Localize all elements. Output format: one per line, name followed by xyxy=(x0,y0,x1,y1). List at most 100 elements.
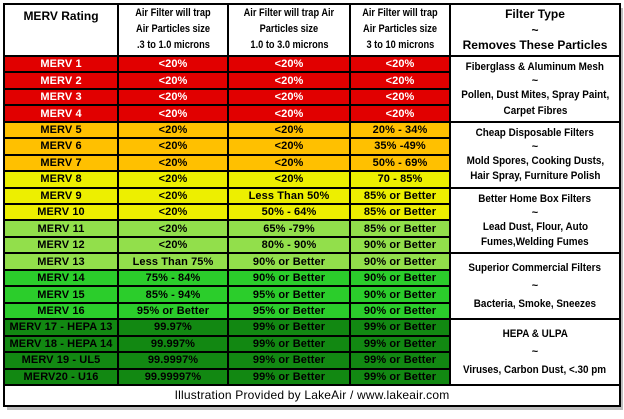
trap-3-10-value: 90% or Better xyxy=(351,270,449,286)
filter-type-group: Fiberglass & Aluminum Mesh ~ Pollen, Dust … xyxy=(451,57,619,121)
header-line: Air Filter will trap Air xyxy=(243,7,335,19)
merv-rating-cell: MERV 6 xyxy=(5,139,117,154)
trap-03-10-value: <20% xyxy=(119,57,227,72)
header-line: Filter Type xyxy=(505,7,565,21)
trap-3-10-value: 90% or Better xyxy=(351,254,449,269)
merv-rating-cell: MERV 18 - HEPA 14 xyxy=(5,336,117,352)
header-trap-03-10-microns: Air Filter will trap Air Particles size … xyxy=(119,5,227,55)
filter-type-name: Cheap Disposable Filters xyxy=(475,126,595,139)
trap-10-30-value: 65% -79% xyxy=(229,221,349,236)
merv-rating-cell: MERV 12 xyxy=(5,237,117,253)
trap-03-10-value: 95% or Better xyxy=(119,303,227,319)
tilde-separator: ~ xyxy=(531,206,539,219)
trap-3-10-value: <20% xyxy=(351,73,449,88)
filter-type-name: Superior Commercial Filters xyxy=(468,262,602,275)
trap-10-30-value: 99% or Better xyxy=(229,369,349,384)
trap-3-10-value: 99% or Better xyxy=(351,336,449,352)
trap-3-10-value: 70 - 85% xyxy=(351,172,449,187)
trap-03-10-value: 99.9997% xyxy=(119,353,227,368)
trap-10-30-value: <20% xyxy=(229,106,349,121)
trap-03-10-value: <20% xyxy=(119,237,227,253)
trap-03-10-value: 75% - 84% xyxy=(119,270,227,286)
credit-text: Illustration Provided by LakeAir / www.l… xyxy=(5,385,619,405)
trap-03-10-value: <20% xyxy=(119,221,227,236)
merv-rating-cell: MERV 8 xyxy=(5,172,117,187)
trap-3-10-value: 90% or Better xyxy=(351,287,449,302)
trap-03-10-value: 99.997% xyxy=(119,336,227,352)
trap-10-30-value: <20% xyxy=(229,73,349,88)
header-line: .3 to 1.0 microns xyxy=(136,39,210,51)
merv-rating-cell: MERV 13 xyxy=(5,254,117,269)
trap-3-10-value: <20% xyxy=(351,57,449,72)
trap-3-10-value: 50% - 69% xyxy=(351,155,449,171)
removed-particles-line: Carpet Fibres xyxy=(503,104,567,117)
header-line: MERV Rating xyxy=(23,9,99,23)
trap-03-10-value: <20% xyxy=(119,73,227,88)
merv-rating-cell: MERV 14 xyxy=(5,270,117,286)
trap-3-10-value: 85% or Better xyxy=(351,205,449,220)
removed-particles-line: Viruses, Carbon Dust, <.30 pm xyxy=(463,364,607,376)
header-line: Removes These Particles xyxy=(462,38,608,52)
removed-particles-line: Bacteria, Smoke, Sneezes xyxy=(473,298,597,311)
trap-03-10-value: 85% - 94% xyxy=(119,287,227,302)
trap-10-30-value: 95% or Better xyxy=(229,287,349,302)
merv-rating-cell: MERV 9 xyxy=(5,188,117,204)
header-trap-3-10-microns: Air Filter will trap Air Particles size … xyxy=(351,5,449,55)
removed-particles-line: Pollen, Dust Mites, Spray Paint, xyxy=(461,89,609,102)
merv-rating-table: MERV Rating Air Filter will trap Air Par… xyxy=(3,3,621,407)
trap-10-30-value: <20% xyxy=(229,57,349,72)
trap-3-10-value: 85% or Better xyxy=(351,188,449,204)
filter-type-group: Better Home Box Filters ~ Lead Dust, Flour… xyxy=(451,188,619,253)
header-line: Particles size xyxy=(259,23,319,35)
merv-rating-cell: MERV 10 xyxy=(5,205,117,220)
trap-03-10-value: 99.99997% xyxy=(119,369,227,384)
merv-rating-cell: MERV 5 xyxy=(5,122,117,138)
filter-type-group: HEPA & ULPA ~ Viruses, Carbon Dust, <.30 p… xyxy=(451,320,619,384)
merv-rating-cell: MERV 11 xyxy=(5,221,117,236)
tilde-separator: ~ xyxy=(531,141,539,154)
merv-rating-cell: MERV 3 xyxy=(5,89,117,105)
tilde-separator: ~ xyxy=(531,280,539,293)
trap-3-10-value: 90% or Better xyxy=(351,237,449,253)
header-filter-type: Filter Type ~ Removes These Particles xyxy=(451,5,619,55)
trap-03-10-value: <20% xyxy=(119,139,227,154)
trap-3-10-value: 35% -49% xyxy=(351,139,449,154)
header-trap-10-30-microns: Air Filter will trap Air Particles size … xyxy=(229,5,349,55)
merv-rating-cell: MERV 1 xyxy=(5,57,117,72)
trap-3-10-value: <20% xyxy=(351,106,449,121)
merv-rating-cell: MERV 16 xyxy=(5,303,117,319)
trap-10-30-value: <20% xyxy=(229,172,349,187)
trap-10-30-value: 80% - 90% xyxy=(229,237,349,253)
merv-rating-cell: MERV 17 - HEPA 13 xyxy=(5,320,117,335)
filter-type-name: Better Home Box Filters xyxy=(478,192,592,205)
trap-10-30-value: 90% or Better xyxy=(229,270,349,286)
tilde-separator: ~ xyxy=(531,346,539,359)
merv-rating-cell: MERV 15 xyxy=(5,287,117,302)
header-line: Air Filter will trap xyxy=(362,7,438,19)
trap-03-10-value: <20% xyxy=(119,155,227,171)
removed-particles-line: Lead Dust, Flour, Auto xyxy=(482,221,588,234)
trap-3-10-value: <20% xyxy=(351,89,449,105)
filter-type-name: HEPA & ULPA xyxy=(502,328,568,341)
removed-particles-line: Hair Spray, Furniture Polish xyxy=(469,170,601,183)
trap-3-10-value: 99% or Better xyxy=(351,369,449,384)
trap-03-10-value: <20% xyxy=(119,205,227,220)
header-line: 3 to 10 microns xyxy=(366,39,434,51)
header-line: Air Particles size xyxy=(136,23,210,35)
tilde-separator: ~ xyxy=(531,22,539,37)
trap-10-30-value: Less Than 50% xyxy=(229,188,349,204)
trap-03-10-value: <20% xyxy=(119,188,227,204)
trap-3-10-value: 85% or Better xyxy=(351,221,449,236)
header-line: 1.0 to 3.0 microns xyxy=(249,39,329,51)
trap-3-10-value: 90% or Better xyxy=(351,303,449,319)
trap-03-10-value: <20% xyxy=(119,106,227,121)
merv-rating-cell: MERV 7 xyxy=(5,155,117,171)
header-line: Air Filter will trap xyxy=(135,7,211,19)
trap-10-30-value: <20% xyxy=(229,89,349,105)
trap-10-30-value: 99% or Better xyxy=(229,353,349,368)
trap-3-10-value: 20% - 34% xyxy=(351,122,449,138)
removed-particles-line: Fumes,Welding Fumes xyxy=(481,236,589,249)
merv-rating-cell: MERV 19 - UL5 xyxy=(5,353,117,368)
trap-03-10-value: <20% xyxy=(119,89,227,105)
trap-10-30-value: 50% - 64% xyxy=(229,205,349,220)
